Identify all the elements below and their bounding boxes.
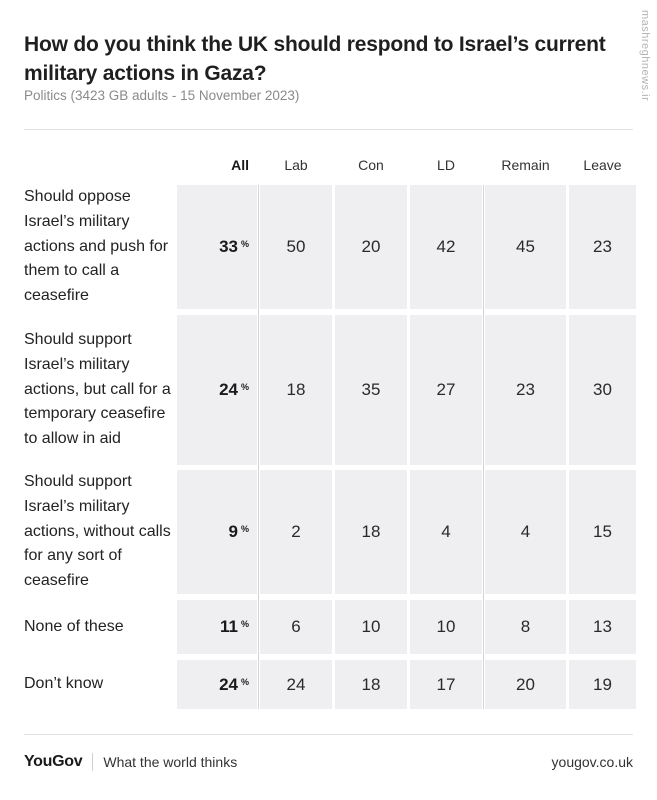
chart-title: How do you think the UK should respond t… (24, 33, 606, 85)
value-number: 18 (361, 522, 381, 541)
value-number: 50 (286, 237, 306, 256)
value-number: 20 (516, 674, 535, 694)
column-header-con: Con (358, 157, 384, 173)
value-number: 9 (228, 522, 238, 541)
value-cell-lab: 50 (260, 185, 332, 309)
value-number: 24 (286, 674, 306, 694)
column-header-leave: Leave (583, 157, 622, 173)
row-label: Should support Israel’s military actions… (24, 331, 171, 448)
value-cell-all: 24% (177, 315, 257, 465)
percent-sign: % (240, 524, 249, 534)
column-header-ld: LD (437, 157, 455, 173)
group-divider (258, 185, 259, 709)
value-number: 27 (436, 380, 456, 399)
value-cell-ld: 10 (410, 600, 482, 654)
value-number: 30 (593, 380, 612, 399)
percent-sign: % (240, 619, 249, 629)
value-number: 15 (593, 522, 612, 541)
value-number: 18 (361, 674, 381, 694)
value-number: 42 (436, 237, 456, 256)
value-number: 6 (291, 617, 301, 636)
footer-url[interactable]: yougov.co.uk (551, 754, 633, 770)
bottom-divider (24, 734, 633, 735)
value-number: 23 (593, 237, 612, 256)
value-number: 24 (219, 674, 238, 694)
value-cell-ld: 42 (410, 185, 482, 309)
value-number: 2 (291, 522, 301, 541)
value-cell-lab: 2 (260, 470, 332, 594)
column-header-remain: Remain (501, 157, 550, 173)
value-number: 4 (441, 522, 451, 541)
percent-sign: % (240, 239, 249, 249)
value-number: 17 (436, 674, 456, 694)
value-cell-con: 18 (335, 470, 407, 594)
value-number: 11 (220, 617, 238, 636)
chart-subtitle: Politics (3423 GB adults - 15 November 2… (24, 88, 300, 103)
value-cell-lab: 18 (260, 315, 332, 465)
value-number: 8 (520, 617, 531, 636)
value-cell-leave: 23 (569, 185, 636, 309)
value-cell-remain: 20 (485, 660, 566, 709)
row-label: None of these (24, 617, 124, 635)
column-header-all: All (231, 157, 249, 173)
value-cell-all: 24% (177, 660, 257, 709)
yougov-logo: YouGov (24, 753, 83, 770)
value-cell-all: 33% (177, 185, 257, 309)
value-cell-con: 18 (335, 660, 407, 709)
percent-sign: % (240, 676, 249, 687)
row-label: Don’t know (24, 675, 104, 693)
value-cell-all: 9% (177, 470, 257, 594)
value-number: 4 (520, 522, 531, 541)
value-cell-remain: 23 (485, 315, 566, 465)
footer: YouGov What the world thinks yougov.co.u… (24, 750, 633, 774)
value-cell-leave: 19 (569, 660, 636, 709)
value-number: 10 (436, 617, 456, 636)
top-divider (24, 129, 633, 130)
value-cell-leave: 30 (569, 315, 636, 465)
value-number: 45 (516, 237, 535, 256)
value-number: 18 (286, 380, 306, 399)
value-number: 10 (361, 617, 381, 636)
value-cell-con: 35 (335, 315, 407, 465)
value-cell-leave: 15 (569, 470, 636, 594)
footer-separator (92, 753, 94, 771)
watermark: mashreghnews.ir (639, 10, 651, 102)
value-cell-con: 10 (335, 600, 407, 654)
value-cell-ld: 27 (410, 315, 482, 465)
value-number: 23 (516, 380, 535, 399)
value-cell-leave: 13 (569, 600, 636, 654)
percent-sign: % (240, 382, 249, 392)
value-cell-con: 20 (335, 185, 407, 309)
value-cell-ld: 4 (410, 470, 482, 594)
value-cell-ld: 17 (410, 660, 482, 709)
value-number: 13 (593, 617, 612, 636)
value-cell-lab: 6 (260, 600, 332, 654)
row-label: Should support Israel’s military actions… (24, 473, 171, 590)
value-cell-all: 11% (177, 600, 257, 654)
column-header-lab: Lab (284, 157, 308, 173)
value-cell-remain: 45 (485, 185, 566, 309)
value-number: 24 (219, 380, 238, 399)
value-cell-remain: 4 (485, 470, 566, 594)
value-cell-remain: 8 (485, 600, 566, 654)
value-number: 35 (361, 380, 381, 399)
row-label: Should oppose Israel’s military actions … (24, 188, 169, 305)
value-cell-lab: 24 (260, 660, 332, 709)
value-number: 19 (593, 674, 612, 694)
value-number: 20 (361, 237, 381, 256)
value-number: 33 (219, 237, 238, 256)
group-divider (483, 185, 484, 709)
footer-tagline: What the world thinks (103, 754, 238, 770)
